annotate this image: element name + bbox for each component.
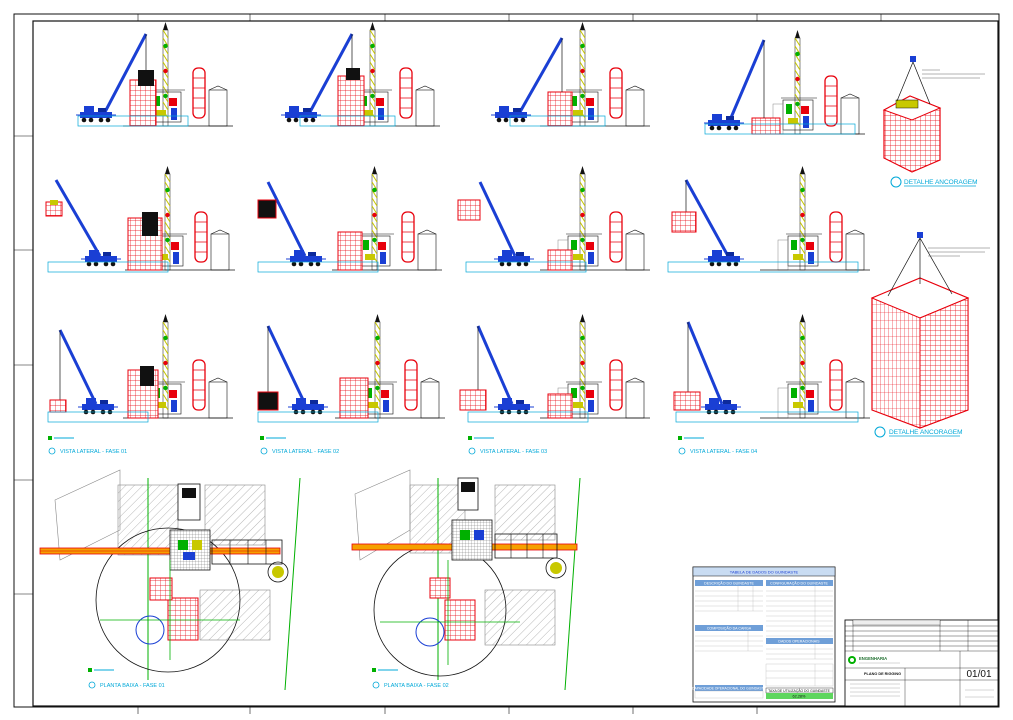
company-name: ENGENHARIA	[859, 656, 887, 661]
anchorage-detail-2: DETALHE ANCORAGEM	[870, 232, 990, 438]
capacity-label: CAPACIDADE OPERACIONAL DO GUINDASTE	[692, 687, 767, 691]
table-title: TABELA DE DADOS DO GUINDASTE	[730, 570, 799, 575]
crane-header: DESCRIÇÃO DO GUINDASTE	[704, 581, 754, 586]
title-block: ENGENHARIA PLANO DE RIGGING 01/01	[844, 619, 999, 707]
elevation-8	[667, 165, 871, 273]
sheet-border	[13, 13, 1000, 714]
elevation-7	[457, 165, 651, 273]
plan-view-2: PLANTA BAIXA - FASE 02	[351, 469, 581, 691]
elevation-1-title: VISTA LATERAL - FASE 01	[60, 449, 127, 455]
elevation-11: VISTA LATERAL - FASE 03	[459, 313, 651, 455]
plan-2-title: PLANTA BAIXA - FASE 02	[384, 683, 449, 689]
elevation-6	[257, 165, 443, 273]
utilization-label: TAXA DE UTILIZAÇÃO DO GUINDASTE	[768, 688, 830, 693]
load-header: COMPOSIÇÃO DA CARGA	[707, 626, 752, 631]
elevation-1	[75, 21, 234, 127]
sheet-number: 01/01	[966, 669, 991, 680]
elevation-9: VISTA LATERAL - FASE 01	[47, 313, 234, 455]
elevation-2	[280, 21, 441, 127]
crane-data-table: TABELA DE DADOS DO GUINDASTE DESCRIÇÃO D…	[692, 566, 836, 703]
drawing-title: PLANO DE RIGGING	[864, 672, 901, 676]
detail-1-title: DETALHE ANCORAGEM	[904, 179, 978, 186]
config-header: CONFIGURAÇÃO DO GUINDASTE	[770, 581, 828, 586]
elevation-5	[45, 165, 236, 273]
elevation-3	[490, 21, 651, 127]
elevation-3-title: VISTA LATERAL - FASE 03	[480, 449, 547, 455]
elevation-4	[703, 29, 866, 135]
operational-header: DADOS OPERACIONAIS	[778, 640, 820, 644]
elevation-10: VISTA LATERAL - FASE 02	[257, 313, 446, 455]
plan-view-1: PLANTA BAIXA - FASE 01	[39, 469, 301, 691]
anchorage-detail-1: DETALHE ANCORAGEM	[882, 56, 985, 188]
detail-2-title: DETALHE ANCORAGEM	[889, 429, 963, 436]
elevation-2-title: VISTA LATERAL - FASE 02	[272, 449, 339, 455]
utilization-value: 62,28%	[793, 695, 807, 699]
elevation-12: VISTA LATERAL - FASE 04	[673, 313, 871, 455]
plan-1-title: PLANTA BAIXA - FASE 01	[100, 683, 165, 689]
elevation-4-title: VISTA LATERAL - FASE 04	[690, 449, 757, 455]
